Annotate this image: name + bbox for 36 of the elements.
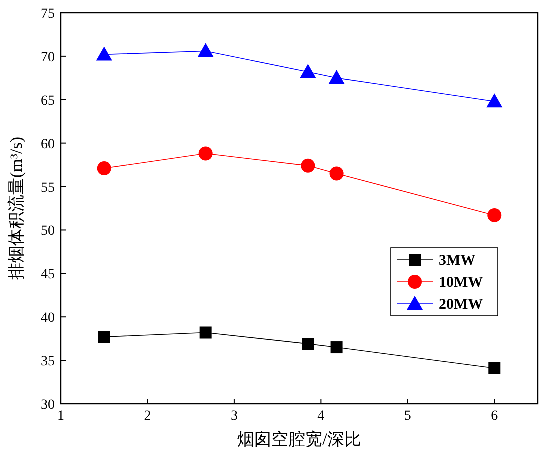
x-tick-label: 5	[404, 409, 412, 424]
point	[302, 338, 314, 350]
x-axis-title: 烟囱空腔宽/深比	[238, 430, 362, 449]
x-tick-label: 3	[230, 409, 238, 424]
y-tick-label: 50	[41, 224, 55, 240]
y-axis-title: 排烟体积流量(m³/s)	[7, 137, 26, 280]
point	[328, 70, 345, 84]
point	[486, 94, 503, 108]
point	[488, 362, 501, 374]
legend-label: 20MW	[439, 297, 484, 313]
point	[96, 46, 112, 61]
y-tick-label: 45	[41, 268, 55, 283]
y-tick-label: 40	[41, 311, 55, 326]
y-tick-label: 55	[41, 180, 55, 196]
point	[198, 146, 213, 161]
point	[488, 208, 502, 222]
y-tick-label: 60	[41, 137, 55, 152]
y-tick-label: 30	[41, 398, 55, 413]
point	[301, 158, 316, 173]
legend-label: 3MW	[439, 253, 476, 269]
y-tick-label: 70	[41, 50, 55, 66]
point	[330, 166, 344, 181]
point	[198, 43, 214, 58]
legend-label: 10MW	[439, 275, 484, 291]
y-tick-label: 65	[41, 94, 55, 109]
point	[330, 342, 343, 354]
point	[300, 64, 316, 78]
y-tick-label: 75	[41, 7, 55, 22]
x-tick-label: 4	[318, 409, 325, 424]
x-tick-label: 6	[491, 409, 498, 424]
point	[200, 326, 212, 339]
point	[98, 331, 110, 344]
y-tick-label: 35	[41, 354, 55, 370]
point	[97, 162, 112, 176]
x-tick-label: 1	[58, 409, 64, 424]
x-tick-label: 2	[144, 409, 152, 424]
